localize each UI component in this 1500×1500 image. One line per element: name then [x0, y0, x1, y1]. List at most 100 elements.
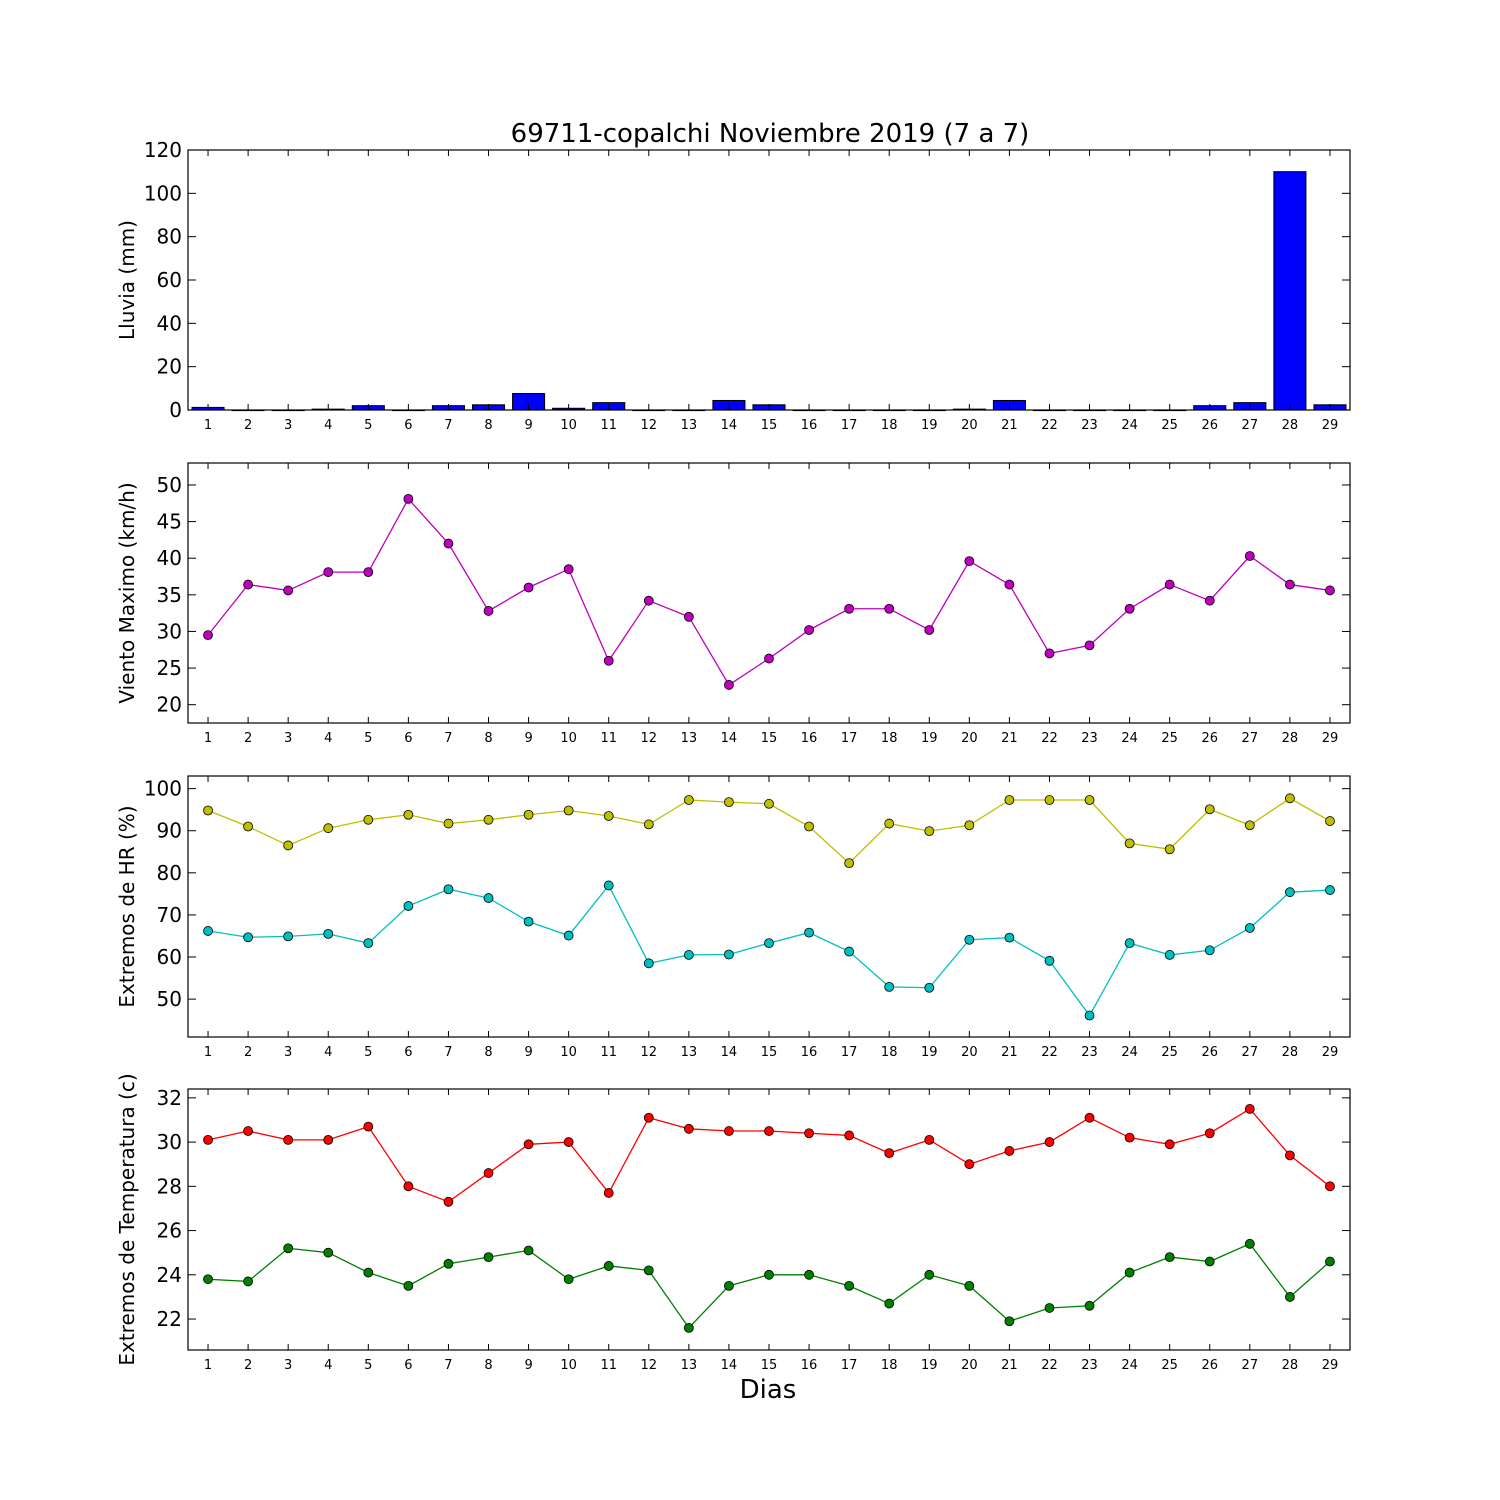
point-s1-day-10 — [563, 805, 574, 816]
point-s1-day-12 — [643, 595, 654, 606]
x-tick-label: 28 — [1282, 1045, 1299, 1060]
point-s1-day-14 — [724, 1126, 734, 1136]
point-s1-day-21 — [1004, 579, 1015, 590]
point-s1-day-28 — [1285, 579, 1295, 590]
point-s2-day-1 — [203, 1274, 213, 1285]
bar-day-28 — [1273, 171, 1307, 411]
x-tick-label: 10 — [560, 418, 577, 433]
point-s1-day-26 — [1204, 595, 1215, 606]
point-s2-day-3 — [283, 931, 294, 942]
y-tick-label: 20 — [157, 355, 182, 379]
point-s2-day-25 — [1164, 1252, 1175, 1262]
point-s2-day-2 — [243, 1276, 254, 1287]
point-s2-day-11 — [603, 1261, 614, 1271]
x-tick-label: 7 — [444, 1045, 452, 1060]
point-s1-day-17 — [844, 858, 855, 869]
y-axis-label: Viento Maximo (km/h) — [115, 482, 139, 703]
point-s2-day-28 — [1285, 1292, 1295, 1302]
point-s1-day-2 — [243, 1126, 254, 1136]
point-s2-day-4 — [323, 928, 334, 939]
x-tick-label: 12 — [641, 1358, 658, 1373]
point-s1-day-22 — [1044, 1137, 1055, 1147]
point-s1-day-4 — [323, 567, 334, 578]
point-s1-day-5 — [363, 567, 374, 578]
y-tick-label: 30 — [157, 619, 182, 643]
point-s1-day-24 — [1124, 838, 1135, 849]
point-s1-day-28 — [1285, 793, 1295, 804]
x-tick-label: 7 — [444, 1358, 452, 1373]
point-s1-day-27 — [1244, 1104, 1255, 1114]
x-tick-label: 9 — [524, 1358, 532, 1373]
point-s2-day-26 — [1204, 945, 1215, 956]
x-tick-label: 17 — [841, 1045, 858, 1060]
point-s2-day-7 — [443, 884, 454, 895]
series-line-2 — [207, 884, 1331, 1017]
point-s2-day-14 — [724, 949, 734, 960]
x-tick-label: 29 — [1322, 1045, 1339, 1060]
x-tick-label: 9 — [524, 731, 532, 746]
point-s2-day-21 — [1004, 1316, 1015, 1327]
x-tick-label: 9 — [524, 418, 532, 433]
point-s1-day-18 — [884, 1148, 895, 1159]
point-s1-day-15 — [764, 798, 774, 809]
x-tick-label: 26 — [1201, 1358, 1218, 1373]
y-tick-label: 80 — [157, 861, 182, 885]
point-s2-day-19 — [924, 982, 935, 993]
point-s2-day-6 — [403, 901, 414, 911]
point-s1-day-17 — [844, 1130, 855, 1141]
point-s1-day-6 — [403, 1181, 414, 1192]
x-tick-label: 10 — [560, 1358, 577, 1373]
y-tick-label: 50 — [157, 473, 182, 497]
point-s2-day-28 — [1285, 887, 1295, 898]
point-s2-day-2 — [243, 932, 254, 943]
x-tick-label: 18 — [881, 418, 898, 433]
x-tick-label: 24 — [1121, 418, 1138, 433]
x-tick-label: 4 — [324, 1045, 332, 1060]
point-s1-day-21 — [1004, 1146, 1015, 1156]
point-s2-day-11 — [603, 880, 614, 891]
point-s2-day-22 — [1044, 1303, 1055, 1313]
point-s1-day-1 — [203, 630, 213, 641]
x-tick-label: 11 — [600, 1045, 617, 1060]
x-tick-label: 4 — [324, 418, 332, 433]
point-s2-day-21 — [1004, 932, 1015, 943]
y-tick-label: 30 — [157, 1130, 182, 1154]
y-tick-label: 50 — [157, 987, 182, 1011]
x-tick-label: 13 — [681, 1358, 698, 1373]
point-s2-day-24 — [1124, 1267, 1135, 1278]
point-s1-day-1 — [203, 805, 213, 816]
y-tick-label: 32 — [157, 1086, 182, 1110]
point-s2-day-18 — [884, 1298, 895, 1309]
point-s1-day-28 — [1285, 1150, 1295, 1161]
point-s2-day-16 — [804, 1269, 814, 1280]
point-s1-day-16 — [804, 821, 814, 832]
point-s2-day-24 — [1124, 938, 1135, 949]
point-s1-day-11 — [603, 811, 614, 821]
point-s2-day-3 — [283, 1243, 294, 1254]
x-axis-title: Dias — [740, 1375, 797, 1405]
x-tick-label: 6 — [404, 418, 412, 433]
point-s1-day-29 — [1325, 585, 1335, 596]
y-tick-label: 25 — [157, 656, 182, 680]
x-tick-label: 15 — [761, 731, 778, 746]
x-tick-label: 26 — [1201, 731, 1218, 746]
x-tick-label: 14 — [721, 731, 738, 746]
point-s1-day-25 — [1164, 579, 1175, 590]
point-s1-day-3 — [283, 585, 294, 596]
x-tick-label: 21 — [1001, 1358, 1018, 1373]
x-tick-label: 8 — [484, 418, 492, 433]
chart-title: 69711-copalchi Noviembre 2019 (7 a 7) — [511, 119, 1030, 149]
y-tick-label: 20 — [157, 693, 182, 717]
point-s1-day-4 — [323, 1134, 334, 1145]
point-s1-day-22 — [1044, 795, 1055, 805]
point-s2-day-14 — [724, 1280, 734, 1291]
y-tick-label: 90 — [157, 819, 182, 843]
y-tick-label: 0 — [169, 398, 182, 422]
point-s1-day-7 — [443, 1196, 454, 1207]
point-s1-day-19 — [924, 1134, 935, 1145]
axes-frame — [187, 149, 1351, 411]
point-s1-day-23 — [1084, 640, 1095, 651]
point-s1-day-7 — [443, 818, 454, 829]
